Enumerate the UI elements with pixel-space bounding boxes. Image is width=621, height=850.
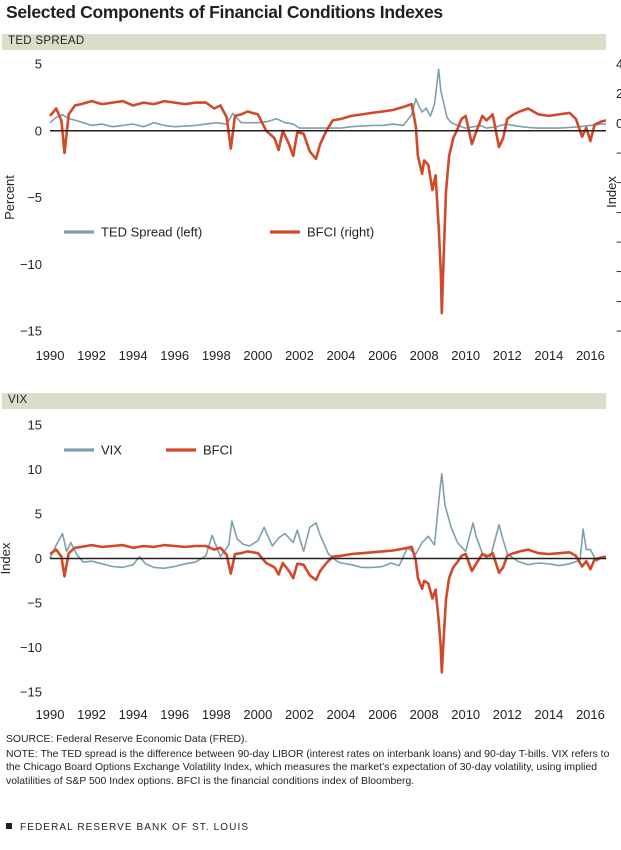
y2-tick-label: −14 [616,324,621,339]
x-tick-label: 2016 [576,348,605,363]
footer-square-icon [6,823,12,829]
x-tick-label: 2000 [243,348,272,363]
vix-panel-header: VIX [2,393,606,409]
series-line-2 [49,99,607,315]
x-tick-label: 2010 [451,348,480,363]
legend-label: BFCI (right) [307,225,374,240]
footer: FEDERAL RESERVE BANK OF ST. LOUIS [6,822,249,833]
y-tick-label: 15 [28,418,42,433]
y2-tick-label: 4 [616,57,621,72]
x-tick-label: 2002 [285,707,314,722]
x-tick-label: 2002 [285,348,314,363]
x-tick-label: 2014 [534,348,563,363]
y2-tick-label: 0 [616,116,621,131]
x-tick-label: 2004 [327,707,356,722]
y2-tick-label: −10 [616,264,621,279]
x-tick-label: 2006 [368,707,397,722]
x-tick-label: 1990 [36,707,65,722]
x-tick-label: 1994 [119,348,148,363]
y2-axis-title: Index [604,176,619,208]
y-tick-label: −10 [20,640,42,655]
x-tick-label: 1998 [202,348,231,363]
ted-panel-header: TED SPREAD [2,34,606,50]
legend-label: VIX [101,443,122,458]
x-tick-label: 2008 [410,707,439,722]
y-tick-label: −15 [20,324,42,339]
y2-tick-label: −12 [616,294,621,309]
y2-tick-label: −8 [616,235,621,250]
x-tick-label: 2000 [243,707,272,722]
x-tick-label: 1992 [77,348,106,363]
x-tick-label: 2016 [576,707,605,722]
y-tick-label: −10 [20,257,42,272]
x-tick-label: 2006 [368,348,397,363]
y-axis-title: Percent [2,175,17,220]
series-line-2 [49,543,607,674]
ted-spread-chart: 5 0 −5 −10 −15 4 2 0 −2 −4 −6 −8 −10 −12 −14 1990 1992 19… [2,57,621,364]
series-line-1 [49,473,607,570]
y2-tick-label: −6 [616,205,621,220]
x-tick-label: 2010 [451,707,480,722]
x-tick-label: 2004 [327,348,356,363]
explanatory-note: NOTE: The TED spread is the difference b… [6,749,610,787]
y-tick-label: 0 [35,551,42,566]
y2-tick-label: −4 [616,175,621,190]
footer-label: FEDERAL RESERVE BANK OF ST. LOUIS [20,822,250,833]
vix-chart: 15 10 5 0 −5 −10 −15 1990 1992 1994 1996 1998 2000 20… [0,418,607,722]
notes: SOURCE: Federal Reserve Economic Data (F… [6,733,612,790]
ted-panel-label: TED SPREAD [8,35,85,47]
y-tick-label: −5 [27,596,42,611]
x-tick-label: 2014 [534,707,563,722]
y2-tick-label: −2 [616,146,621,161]
x-tick-label: 2012 [493,707,522,722]
series-line-1 [49,68,606,129]
x-tick-label: 2012 [493,348,522,363]
x-tick-label: 1992 [77,707,106,722]
x-tick-label: 1998 [202,707,231,722]
y-tick-label: 5 [35,57,42,72]
vix-panel-label: VIX [8,394,28,406]
source-note: SOURCE: Federal Reserve Economic Data (F… [6,734,248,745]
legend-label: TED Spread (left) [101,225,202,240]
y-axis-title: Index [0,542,13,574]
y-tick-label: 0 [35,123,42,138]
legend-label: BFCI [203,443,233,458]
y-tick-label: −15 [20,685,42,700]
y2-tick-label: 2 [616,86,621,101]
x-tick-label: 1990 [36,348,65,363]
y-tick-label: 10 [28,462,42,477]
x-tick-label: 2008 [410,348,439,363]
x-tick-label: 1994 [119,707,148,722]
y-tick-label: −5 [27,190,42,205]
x-tick-label: 1996 [160,707,189,722]
chart-title: Selected Components of Financial Conditi… [6,2,443,22]
y-tick-label: 5 [35,507,42,522]
x-tick-label: 1996 [160,348,189,363]
